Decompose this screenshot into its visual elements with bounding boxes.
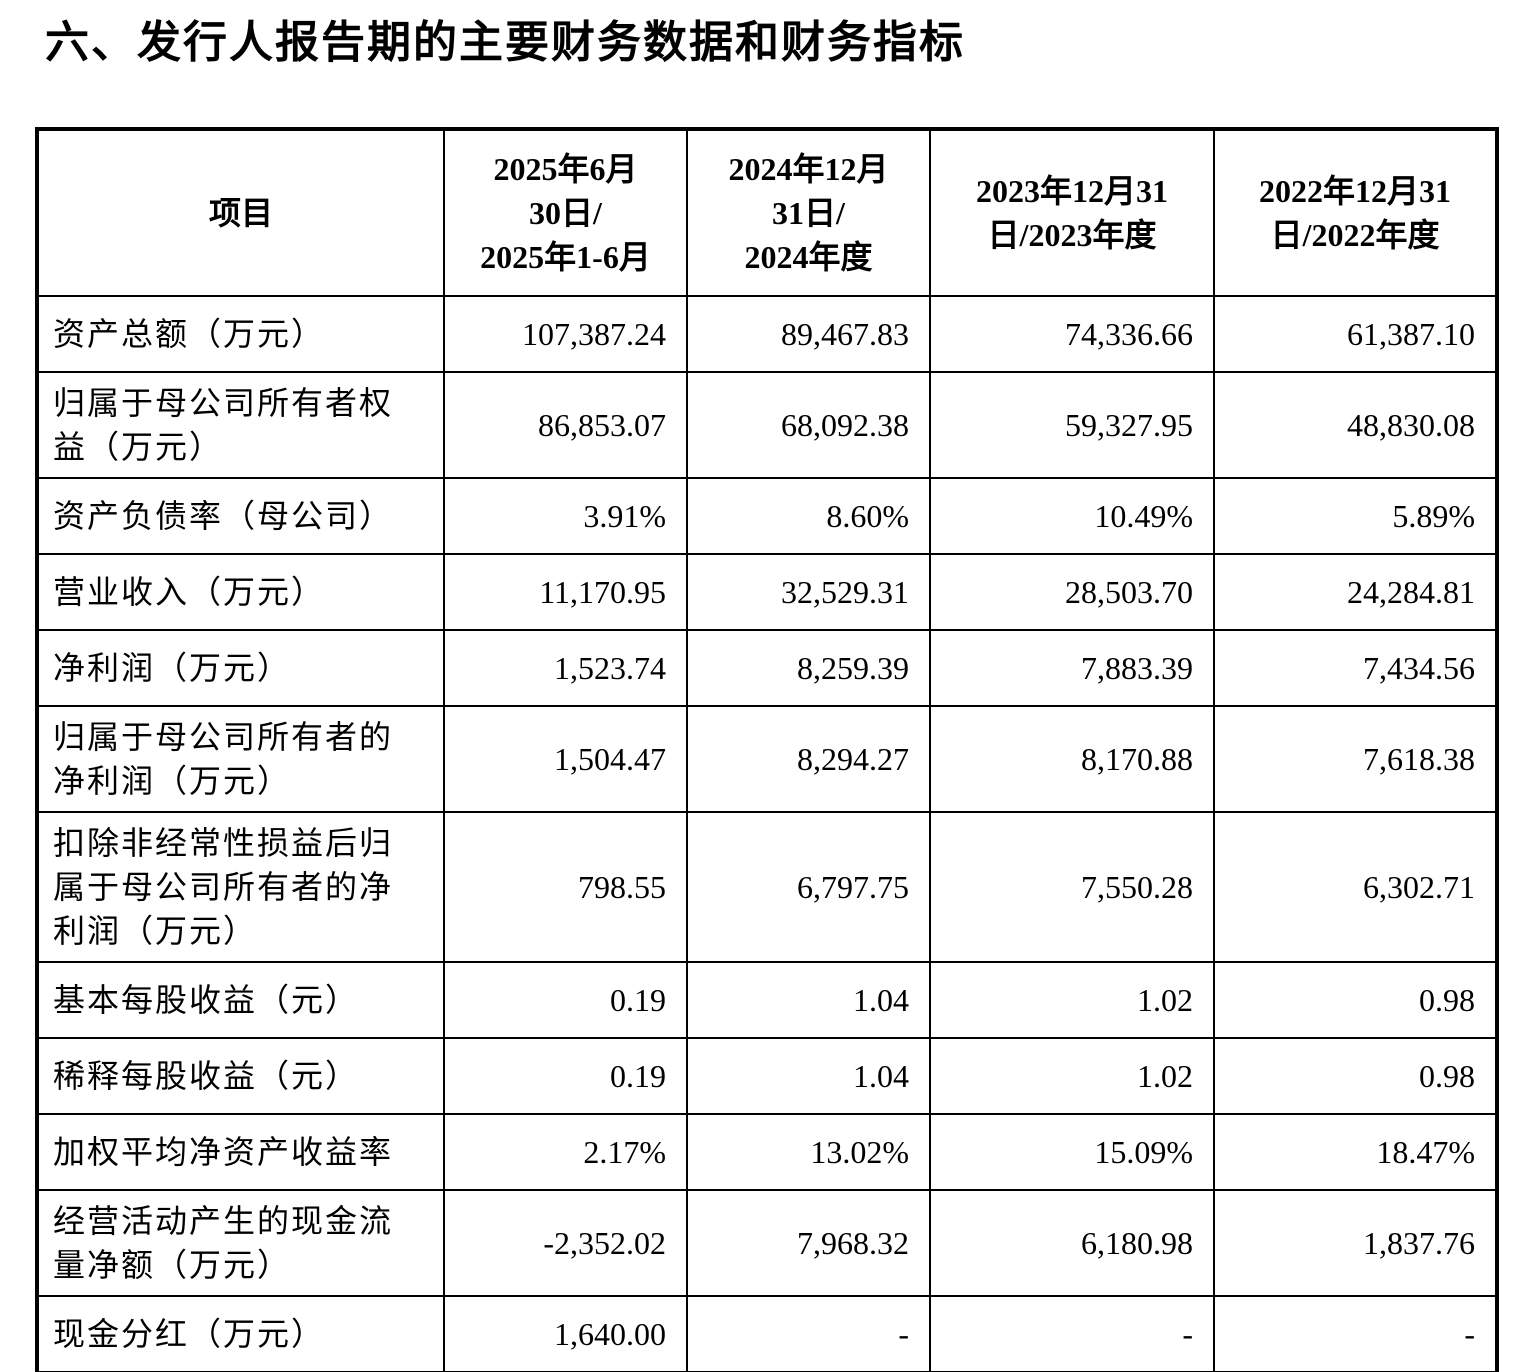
value-cell-2022: 6,302.71 <box>1213 811 1498 963</box>
value-cell-2023: 1.02 <box>929 1037 1215 1115</box>
value-cell-2022: 7,618.38 <box>1213 705 1498 813</box>
value-cell-2022: 61,387.10 <box>1213 295 1498 373</box>
value-cell-2022: 1,837.76 <box>1213 1189 1498 1297</box>
value-cell-2025: 1,640.00 <box>443 1295 688 1372</box>
row-label-cell: 加权平均净资产收益率 <box>36 1113 445 1191</box>
row-label-cell: 经营活动产生的现金流 量净额（万元） <box>36 1189 445 1297</box>
header-period-2025-cell: 2025年6月 30日/ 2025年1-6月 <box>443 128 688 297</box>
table-row: 归属于母公司所有者的 净利润（万元） 1,504.47 8,294.27 8,1… <box>36 705 1498 813</box>
row-label-cell: 基本每股收益（元） <box>36 961 445 1039</box>
value-cell-2025: 798.55 <box>443 811 688 963</box>
header-period-2022-cell: 2022年12月31 日/2022年度 <box>1213 128 1498 297</box>
value-cell-2025: 86,853.07 <box>443 371 688 479</box>
value-cell-2024: 8,294.27 <box>686 705 931 813</box>
row-label-cell: 资产总额（万元） <box>36 295 445 373</box>
value-cell-2022: 18.47% <box>1213 1113 1498 1191</box>
value-cell-2022: 7,434.56 <box>1213 629 1498 707</box>
table-row: 营业收入（万元） 11,170.95 32,529.31 28,503.70 2… <box>36 553 1498 631</box>
value-cell-2023: 74,336.66 <box>929 295 1215 373</box>
table-row: 经营活动产生的现金流 量净额（万元） -2,352.02 7,968.32 6,… <box>36 1189 1498 1297</box>
header-period-2023-cell: 2023年12月31 日/2023年度 <box>929 128 1215 297</box>
row-label-cell: 现金分红（万元） <box>36 1295 445 1372</box>
table-header: 项目 2025年6月 30日/ 2025年1-6月 2024年12月 31日/ … <box>36 128 1498 297</box>
row-label-cell: 归属于母公司所有者的 净利润（万元） <box>36 705 445 813</box>
value-cell-2024: 32,529.31 <box>686 553 931 631</box>
value-cell-2023: 59,327.95 <box>929 371 1215 479</box>
value-cell-2024: 1.04 <box>686 961 931 1039</box>
value-cell-2022: 5.89% <box>1213 477 1498 555</box>
row-label-cell: 稀释每股收益（元） <box>36 1037 445 1115</box>
value-cell-2024: 7,968.32 <box>686 1189 931 1297</box>
value-cell-2024: 68,092.38 <box>686 371 931 479</box>
value-cell-2024: 13.02% <box>686 1113 931 1191</box>
header-period-2024-cell: 2024年12月 31日/ 2024年度 <box>686 128 931 297</box>
table-row: 现金分红（万元） 1,640.00 - - - <box>36 1295 1498 1372</box>
value-cell-2022: 0.98 <box>1213 1037 1498 1115</box>
value-cell-2025: 1,504.47 <box>443 705 688 813</box>
value-cell-2023: 1.02 <box>929 961 1215 1039</box>
value-cell-2023: 15.09% <box>929 1113 1215 1191</box>
value-cell-2023: - <box>929 1295 1215 1372</box>
table-body: 资产总额（万元） 107,387.24 89,467.83 74,336.66 … <box>36 295 1498 1372</box>
value-cell-2025: -2,352.02 <box>443 1189 688 1297</box>
value-cell-2023: 28,503.70 <box>929 553 1215 631</box>
value-cell-2023: 7,883.39 <box>929 629 1215 707</box>
financial-data-table: 项目 2025年6月 30日/ 2025年1-6月 2024年12月 31日/ … <box>35 127 1499 1372</box>
value-cell-2022: 48,830.08 <box>1213 371 1498 479</box>
value-cell-2025: 1,523.74 <box>443 629 688 707</box>
value-cell-2025: 11,170.95 <box>443 553 688 631</box>
value-cell-2023: 6,180.98 <box>929 1189 1215 1297</box>
value-cell-2024: 6,797.75 <box>686 811 931 963</box>
row-label-cell: 扣除非经常性损益后归 属于母公司所有者的净 利润（万元） <box>36 811 445 963</box>
value-cell-2023: 7,550.28 <box>929 811 1215 963</box>
table-row: 净利润（万元） 1,523.74 8,259.39 7,883.39 7,434… <box>36 629 1498 707</box>
value-cell-2024: 8,259.39 <box>686 629 931 707</box>
section-title: 六、发行人报告期的主要财务数据和财务指标 <box>45 18 965 67</box>
value-cell-2023: 10.49% <box>929 477 1215 555</box>
value-cell-2024: - <box>686 1295 931 1372</box>
header-item-cell: 项目 <box>36 128 445 297</box>
row-label-cell: 归属于母公司所有者权 益（万元） <box>36 371 445 479</box>
value-cell-2024: 89,467.83 <box>686 295 931 373</box>
row-label-cell: 净利润（万元） <box>36 629 445 707</box>
value-cell-2025: 2.17% <box>443 1113 688 1191</box>
value-cell-2025: 3.91% <box>443 477 688 555</box>
value-cell-2025: 107,387.24 <box>443 295 688 373</box>
table-row: 归属于母公司所有者权 益（万元） 86,853.07 68,092.38 59,… <box>36 371 1498 479</box>
value-cell-2022: 0.98 <box>1213 961 1498 1039</box>
row-label-cell: 营业收入（万元） <box>36 553 445 631</box>
table-row: 基本每股收益（元） 0.19 1.04 1.02 0.98 <box>36 961 1498 1039</box>
value-cell-2024: 1.04 <box>686 1037 931 1115</box>
value-cell-2023: 8,170.88 <box>929 705 1215 813</box>
value-cell-2022: - <box>1213 1295 1498 1372</box>
table-row: 加权平均净资产收益率 2.17% 13.02% 15.09% 18.47% <box>36 1113 1498 1191</box>
table-row: 扣除非经常性损益后归 属于母公司所有者的净 利润（万元） 798.55 6,79… <box>36 811 1498 963</box>
value-cell-2024: 8.60% <box>686 477 931 555</box>
value-cell-2025: 0.19 <box>443 1037 688 1115</box>
table-row: 资产负债率（母公司） 3.91% 8.60% 10.49% 5.89% <box>36 477 1498 555</box>
row-label-cell: 资产负债率（母公司） <box>36 477 445 555</box>
value-cell-2022: 24,284.81 <box>1213 553 1498 631</box>
table-row: 稀释每股收益（元） 0.19 1.04 1.02 0.98 <box>36 1037 1498 1115</box>
value-cell-2025: 0.19 <box>443 961 688 1039</box>
table-row: 资产总额（万元） 107,387.24 89,467.83 74,336.66 … <box>36 295 1498 373</box>
header-row: 项目 2025年6月 30日/ 2025年1-6月 2024年12月 31日/ … <box>36 128 1498 297</box>
